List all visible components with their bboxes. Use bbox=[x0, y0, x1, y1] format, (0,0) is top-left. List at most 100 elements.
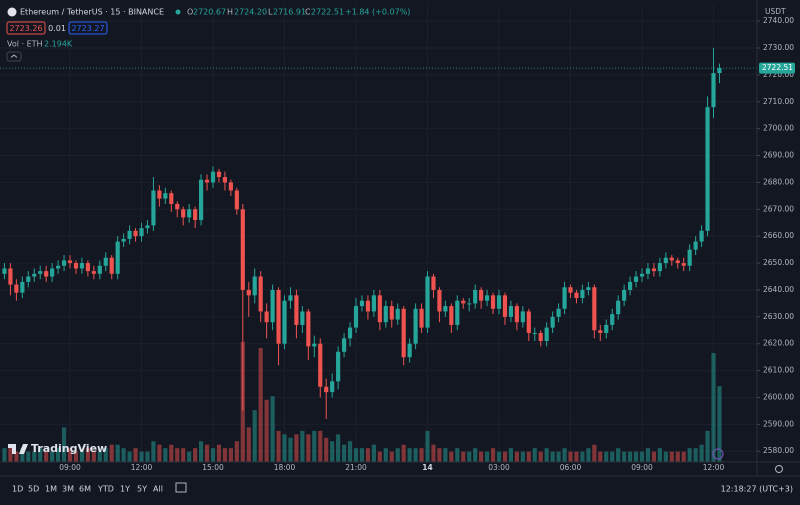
volume-bar bbox=[628, 451, 633, 462]
volume-bar bbox=[270, 396, 275, 462]
ohlc-label: O bbox=[187, 8, 193, 17]
volume-bar bbox=[44, 451, 49, 462]
candle-body bbox=[562, 287, 567, 309]
x-tick-label: 06:00 bbox=[560, 463, 582, 472]
y-tick-label: 2660.00 bbox=[763, 231, 794, 240]
collapse-icon bbox=[10, 54, 18, 58]
volume-bar bbox=[300, 430, 305, 462]
candle-body bbox=[657, 263, 662, 272]
ohlc-label: H bbox=[227, 8, 233, 17]
range-button[interactable]: All bbox=[153, 485, 163, 494]
volume-bar bbox=[324, 437, 329, 462]
range-button[interactable]: 1Y bbox=[120, 485, 130, 494]
volume-bar bbox=[347, 441, 353, 462]
candle-body bbox=[294, 295, 299, 325]
y-tick-label: 2630.00 bbox=[763, 312, 794, 321]
candle-body bbox=[502, 295, 508, 317]
candle-body bbox=[14, 284, 19, 293]
candle-body bbox=[377, 295, 382, 323]
currency[interactable]: USDT bbox=[765, 7, 786, 16]
range-button[interactable]: 3M bbox=[62, 485, 74, 494]
candle-body bbox=[711, 73, 716, 108]
date-range-icon[interactable] bbox=[175, 482, 187, 493]
candle-body bbox=[574, 292, 579, 299]
candle-body bbox=[645, 268, 651, 274]
volume-bar bbox=[437, 448, 442, 462]
y-tick-label: 2710.00 bbox=[763, 97, 794, 106]
volume-bar bbox=[479, 451, 484, 462]
volume-bar bbox=[389, 451, 394, 462]
range-button[interactable]: 5Y bbox=[137, 485, 147, 494]
candle-body bbox=[514, 306, 519, 323]
volume-bar bbox=[395, 448, 400, 462]
y-tick-label: 2590.00 bbox=[763, 419, 794, 428]
bid[interactable]: 2723.26 bbox=[9, 24, 42, 33]
range-button[interactable]: YTD bbox=[97, 485, 114, 494]
y-tick-label: 2580.00 bbox=[763, 446, 794, 455]
y-tick-label: 2720.00 bbox=[763, 70, 794, 79]
candle-body bbox=[61, 260, 67, 266]
sell-button[interactable] bbox=[6, 21, 46, 35]
ohlc-value: 2722.51 bbox=[311, 8, 344, 17]
range-button[interactable]: 6M bbox=[79, 485, 91, 494]
candle-body bbox=[633, 276, 639, 282]
candle-body bbox=[20, 281, 25, 293]
candle-body bbox=[490, 295, 496, 309]
candle-body bbox=[210, 171, 216, 183]
buy-button[interactable] bbox=[68, 21, 108, 35]
candle-body bbox=[395, 308, 400, 320]
symbol[interactable]: Ethereum / TetherUS · 15 · BINANCE bbox=[20, 8, 164, 17]
event-icon[interactable] bbox=[712, 448, 724, 460]
candle-body bbox=[604, 324, 609, 333]
volume-bar bbox=[91, 451, 96, 462]
candle-body bbox=[187, 209, 192, 218]
volume-bar bbox=[473, 448, 478, 462]
candle-body bbox=[455, 300, 460, 325]
volume-bar bbox=[264, 399, 269, 462]
volume-bar bbox=[496, 451, 502, 462]
range-button[interactable]: 5D bbox=[28, 485, 39, 494]
volume-bar bbox=[234, 441, 239, 462]
volume-value: 2.194K bbox=[44, 40, 73, 49]
volume-bar bbox=[276, 430, 281, 462]
settings-icon[interactable] bbox=[775, 465, 783, 473]
range-button[interactable]: 1D bbox=[12, 485, 23, 494]
y-tick-label: 2680.00 bbox=[763, 177, 794, 186]
candle-body bbox=[282, 300, 287, 344]
volume-bar bbox=[502, 451, 508, 462]
range-button[interactable]: 1M bbox=[45, 485, 57, 494]
candle-body bbox=[44, 271, 49, 277]
y-tick-label: 2650.00 bbox=[763, 258, 794, 267]
volume-bar bbox=[330, 441, 335, 462]
volume-bar bbox=[610, 451, 615, 462]
logo-mark bbox=[8, 444, 28, 454]
volume-bar bbox=[32, 451, 37, 462]
candle-body bbox=[336, 351, 341, 382]
volume-bar bbox=[187, 451, 192, 462]
logo[interactable]: TradingView bbox=[31, 442, 107, 455]
candle-body bbox=[324, 386, 329, 393]
volume-bar bbox=[210, 448, 216, 462]
collapse-button[interactable] bbox=[6, 51, 22, 62]
candle-body bbox=[586, 287, 591, 290]
x-tick-label: 09:00 bbox=[631, 463, 653, 472]
x-tick-label: 18:00 bbox=[274, 463, 296, 472]
candle-body bbox=[121, 238, 126, 242]
volume-bar bbox=[711, 353, 716, 462]
volume-bar bbox=[413, 448, 418, 462]
candles bbox=[0, 48, 757, 419]
candle-body bbox=[270, 289, 275, 323]
candle-body bbox=[687, 249, 692, 266]
volume-bar bbox=[121, 448, 126, 462]
volume-bar bbox=[520, 451, 525, 462]
candle-body bbox=[681, 263, 686, 266]
candle-body bbox=[699, 230, 704, 242]
candle-body bbox=[127, 230, 132, 239]
volume-bar bbox=[204, 444, 210, 462]
volume-bar bbox=[407, 448, 412, 462]
volume-bar bbox=[169, 444, 174, 462]
candle-body bbox=[330, 381, 335, 393]
candle-body bbox=[347, 327, 353, 339]
ask[interactable]: 2723.27 bbox=[71, 24, 104, 33]
volume-bar bbox=[139, 451, 144, 462]
